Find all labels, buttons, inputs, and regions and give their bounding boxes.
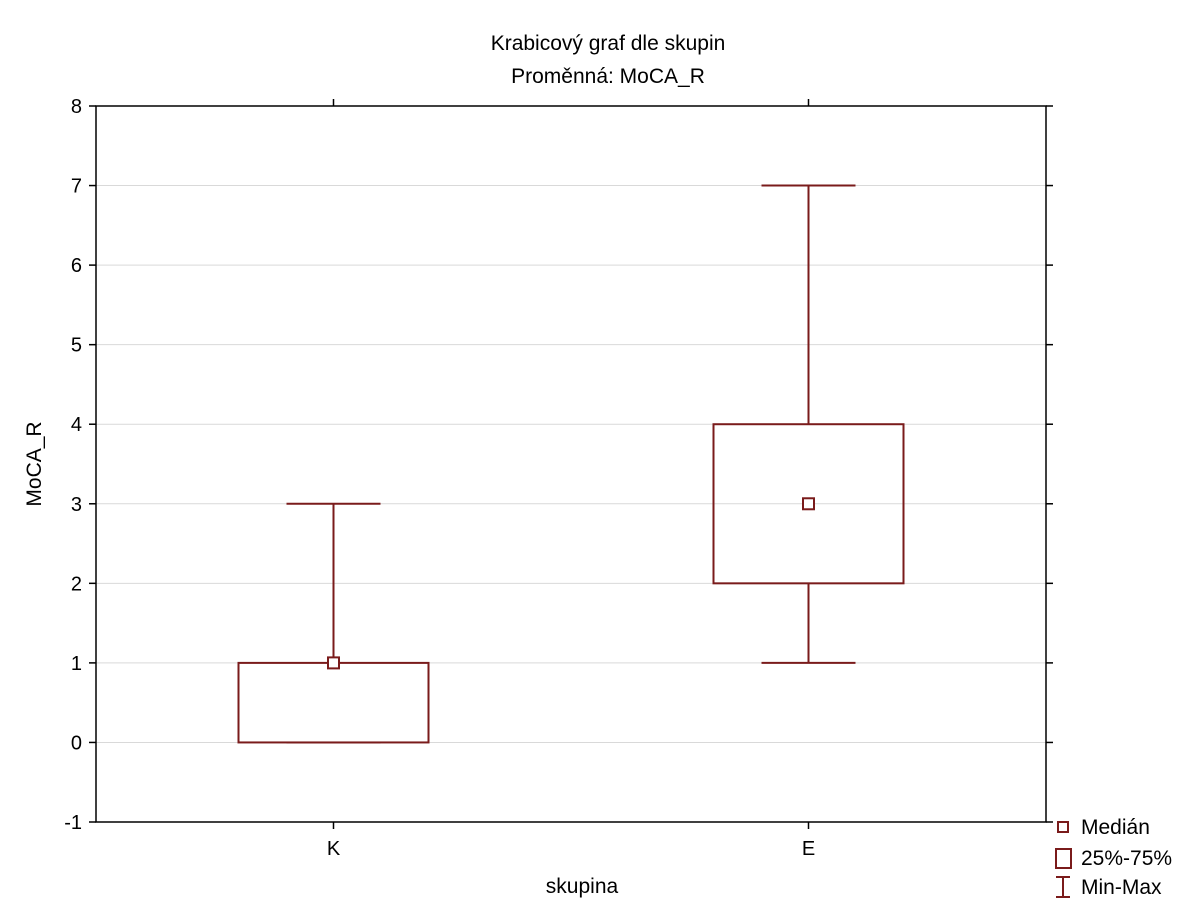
y-axis: -1 0 1 2 3 4 5 6 7 8 <box>64 96 1053 834</box>
x-tick-label: E <box>802 838 815 860</box>
y-tick-label: 5 <box>71 335 82 357</box>
y-tick-label: -1 <box>64 812 82 834</box>
x-axis-title: skupina <box>546 875 619 898</box>
y-tick-label: 8 <box>71 96 82 118</box>
median-marker <box>327 656 340 670</box>
box-group <box>712 184 905 664</box>
legend: Medián 25%-75% Min-Max <box>1055 816 1172 899</box>
y-tick-label: 2 <box>71 573 82 595</box>
y-tick-label: 7 <box>71 176 82 198</box>
legend-label: Medián <box>1081 816 1150 839</box>
legend-label: 25%-75% <box>1081 847 1172 870</box>
y-tick-label: 4 <box>71 414 82 436</box>
legend-label: Min-Max <box>1081 876 1162 899</box>
legend-median-symbol <box>1057 821 1069 833</box>
x-tick-label: K <box>327 838 341 860</box>
chart-subtitle: Proměnná: MoCA_R <box>511 65 705 88</box>
y-axis-title: MoCA_R <box>23 421 46 506</box>
y-tick-label: 0 <box>71 732 82 754</box>
box-group <box>237 502 430 744</box>
median-marker <box>802 497 815 511</box>
legend-box-symbol <box>1055 848 1072 869</box>
y-tick-label: 1 <box>71 653 82 675</box>
box-iqr <box>712 423 905 585</box>
chart-title: Krabicový graf dle skupin <box>491 32 726 55</box>
y-tick-label: 6 <box>71 255 82 277</box>
boxes <box>237 184 905 744</box>
y-tick-label: 3 <box>71 494 82 516</box>
plot-frame <box>95 105 1047 823</box>
